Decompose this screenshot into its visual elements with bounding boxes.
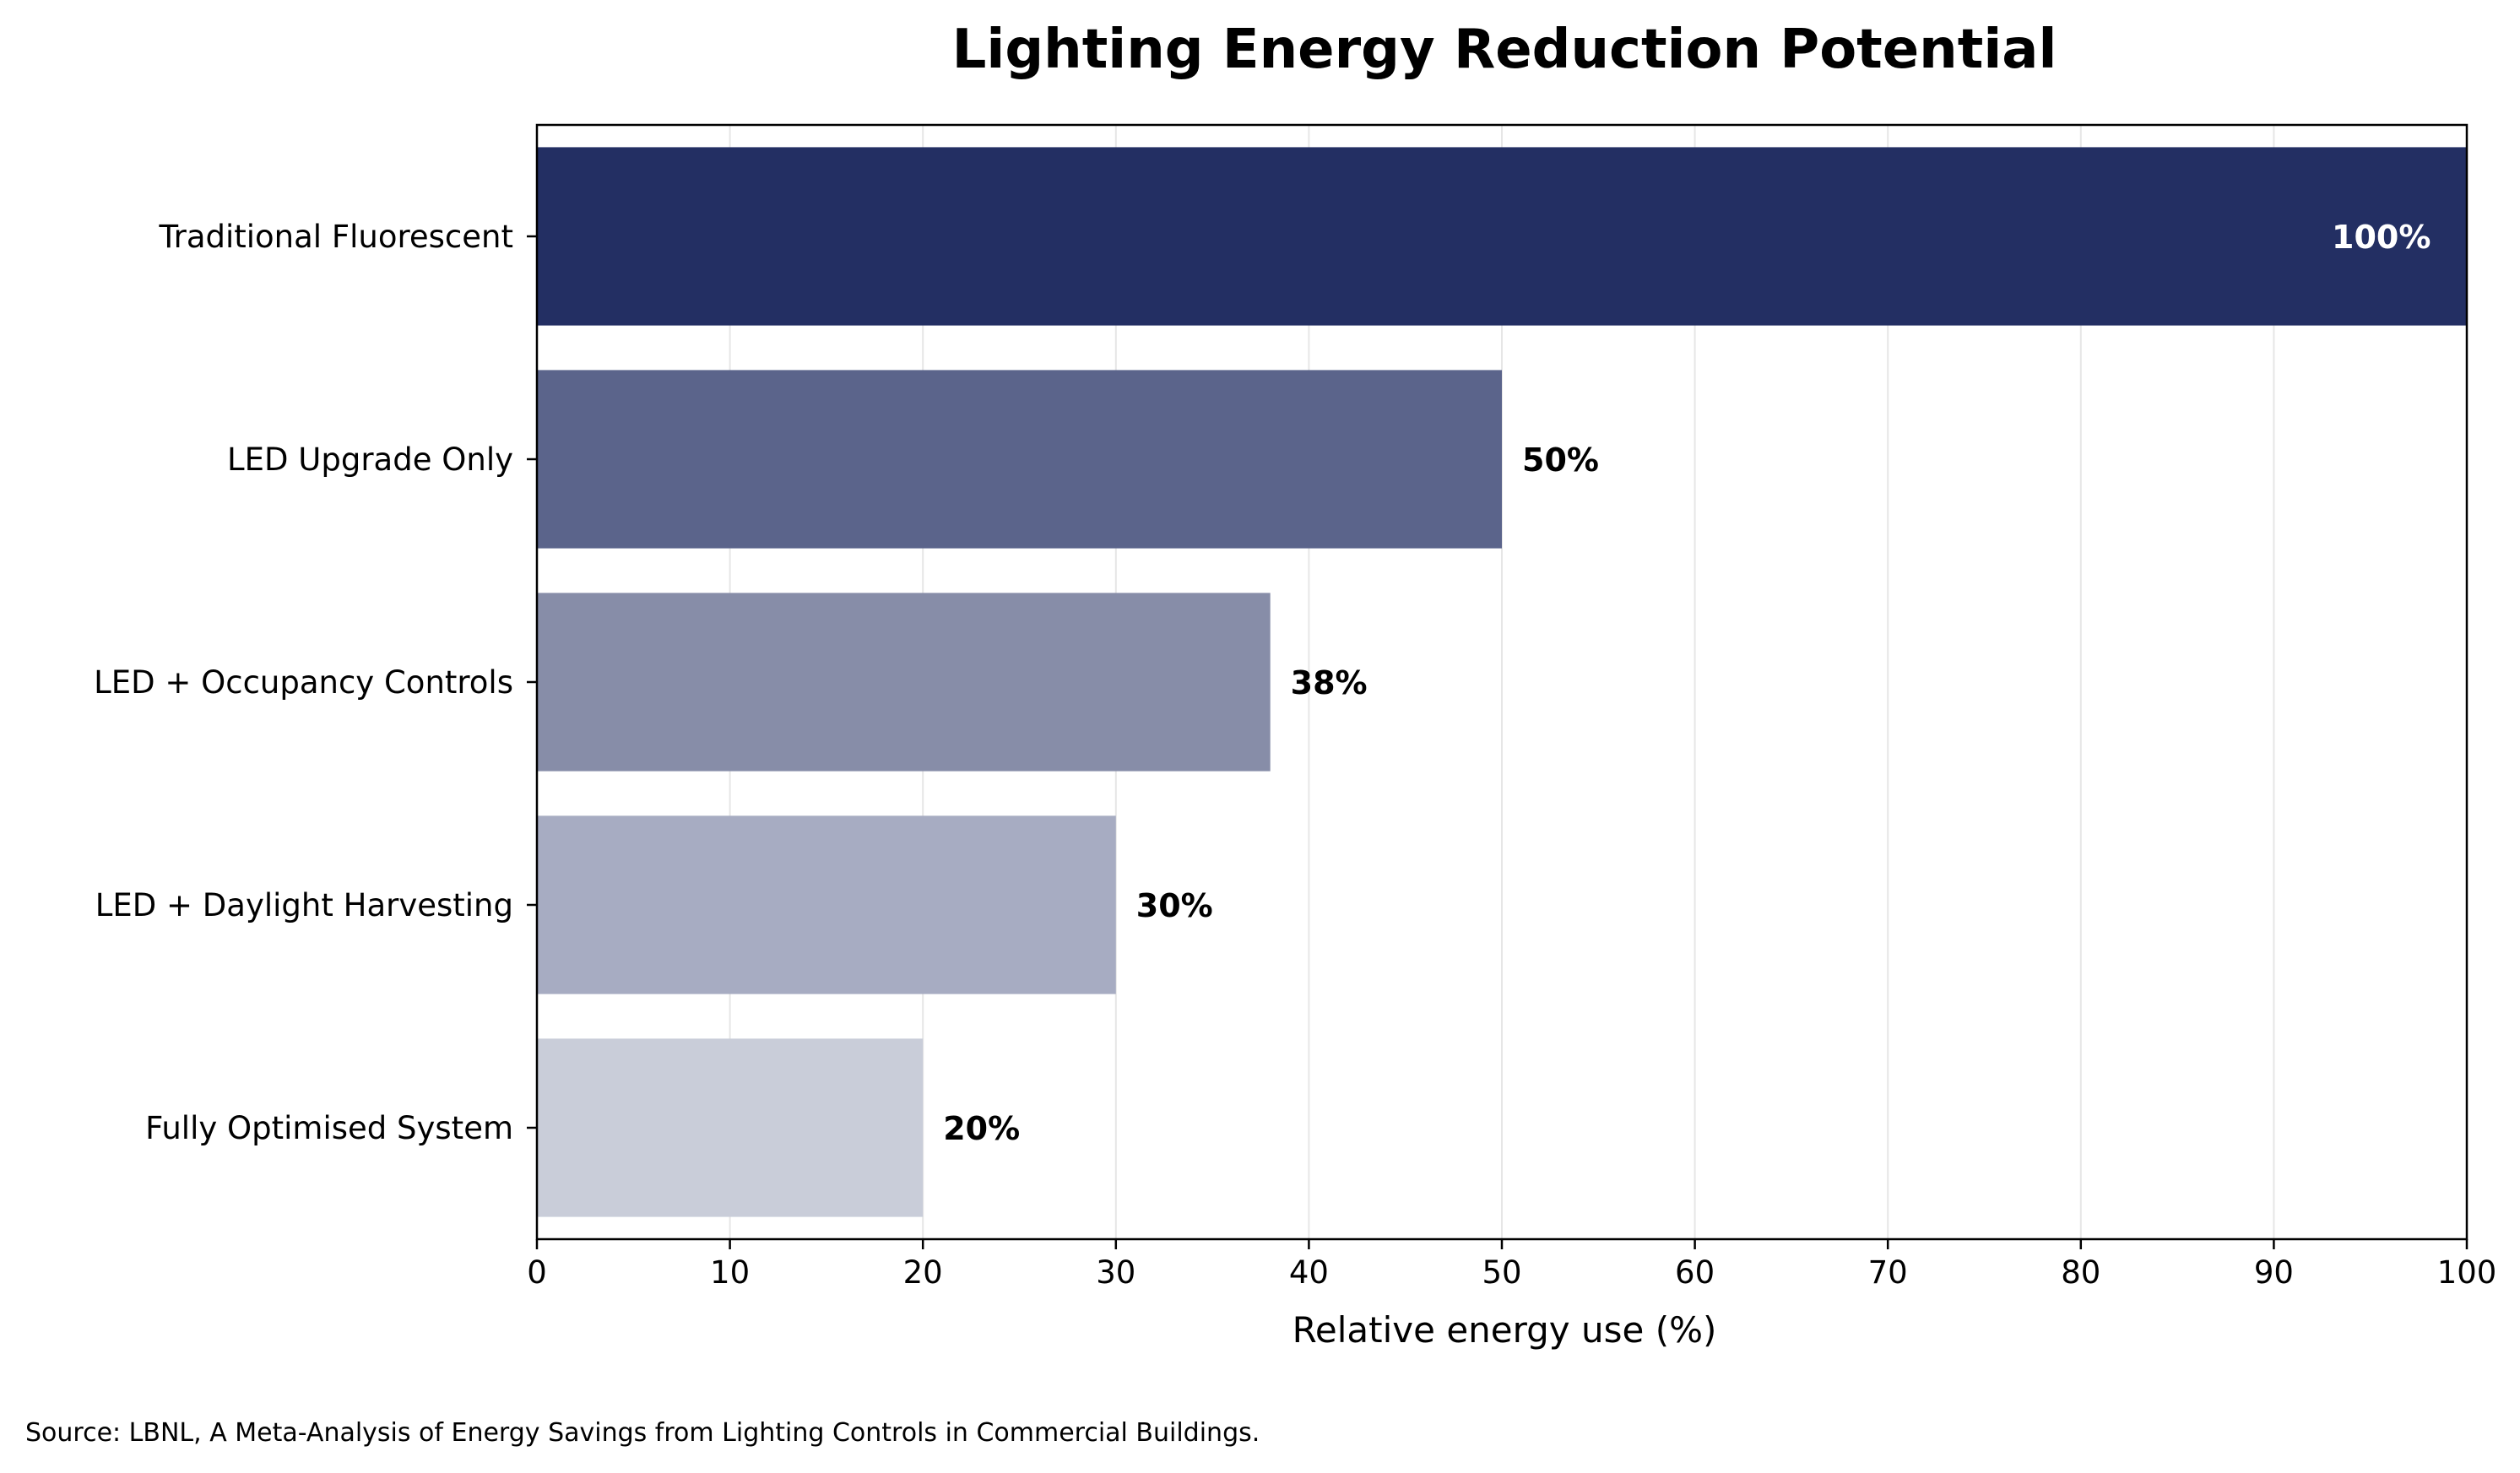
x-tick-label: 90	[2254, 1254, 2294, 1291]
x-tick-label: 50	[1482, 1254, 1521, 1291]
data-label: 100%	[2332, 219, 2431, 256]
x-axis-label: Relative energy use (%)	[1293, 1309, 1717, 1351]
y-tick-label: LED + Occupancy Controls	[94, 664, 513, 701]
chart-title: Lighting Energy Reduction Potential	[952, 19, 2057, 81]
axes: Traditional Fluorescent LED Upgrade Only L…	[94, 123, 2497, 1291]
data-label: 38%	[1291, 664, 1368, 701]
data-label: 50%	[1522, 441, 1599, 479]
x-tick-label: 100	[2437, 1254, 2497, 1291]
data-labels: 100% 50% 38% 30% 20%	[943, 219, 2431, 1147]
source-note: Source: LBNL, A Meta-Analysis of Energy …	[25, 1418, 1260, 1448]
bar	[537, 815, 1116, 994]
x-tick-label: 0	[527, 1254, 547, 1291]
x-tick-label: 40	[1289, 1254, 1329, 1291]
y-tick-label: LED Upgrade Only	[227, 441, 513, 478]
y-tick-label: LED + Daylight Harvesting	[95, 887, 513, 923]
bar	[537, 1038, 924, 1217]
bar	[537, 370, 1502, 549]
bars	[537, 147, 2467, 1217]
x-tick-label: 70	[1868, 1254, 1908, 1291]
bar	[537, 593, 1271, 772]
x-tick-label: 60	[1675, 1254, 1715, 1291]
bar	[537, 147, 2467, 326]
y-tick-label: Traditional Fluorescent	[158, 219, 513, 255]
y-tick-label: Fully Optimised System	[145, 1110, 513, 1146]
data-label: 20%	[943, 1110, 1020, 1147]
data-label: 30%	[1136, 887, 1213, 924]
x-tick-label: 80	[2061, 1254, 2100, 1291]
x-tick-label: 20	[903, 1254, 943, 1291]
x-tick-label: 30	[1096, 1254, 1135, 1291]
x-tick-label: 10	[710, 1254, 750, 1291]
